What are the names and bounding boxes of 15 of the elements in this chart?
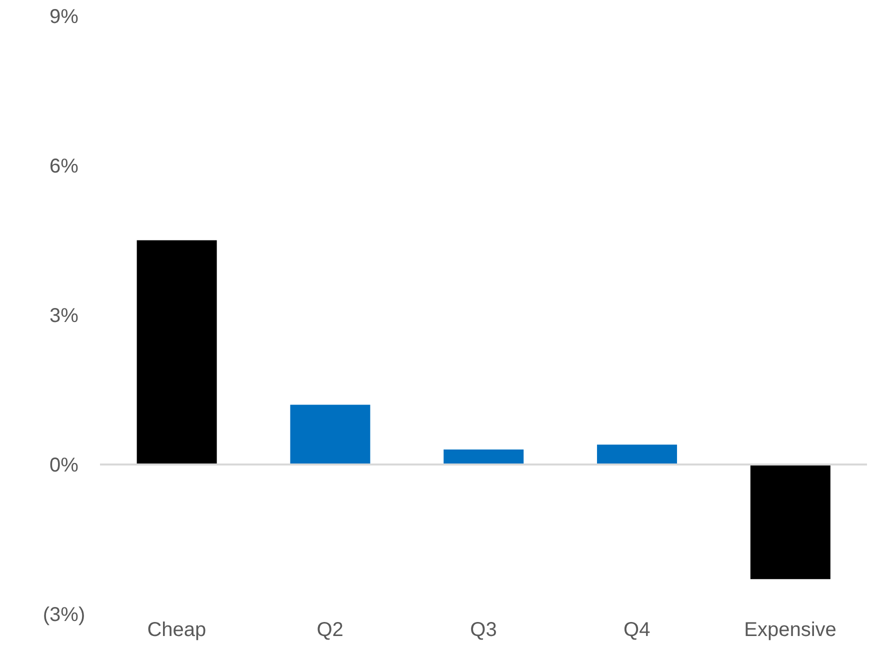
x-tick-label: Q4 [624, 619, 650, 642]
x-tick-label: Q2 [316, 619, 344, 642]
x-tick-label: Q3 [470, 619, 497, 642]
y-tick-label: 9% [50, 6, 79, 28]
bar [136, 240, 217, 464]
bar [597, 444, 678, 464]
bar [444, 450, 524, 464]
y-tick-label: 3% [50, 305, 79, 328]
y-tick-label: 6% [50, 156, 79, 178]
bar [290, 404, 370, 464]
y-tick-label: (3%) [42, 604, 86, 626]
x-tick-label: Expensive [744, 619, 836, 642]
x-tick-label: Cheap [147, 619, 206, 642]
bar [750, 464, 830, 580]
y-tick-label: 0% [50, 454, 79, 477]
